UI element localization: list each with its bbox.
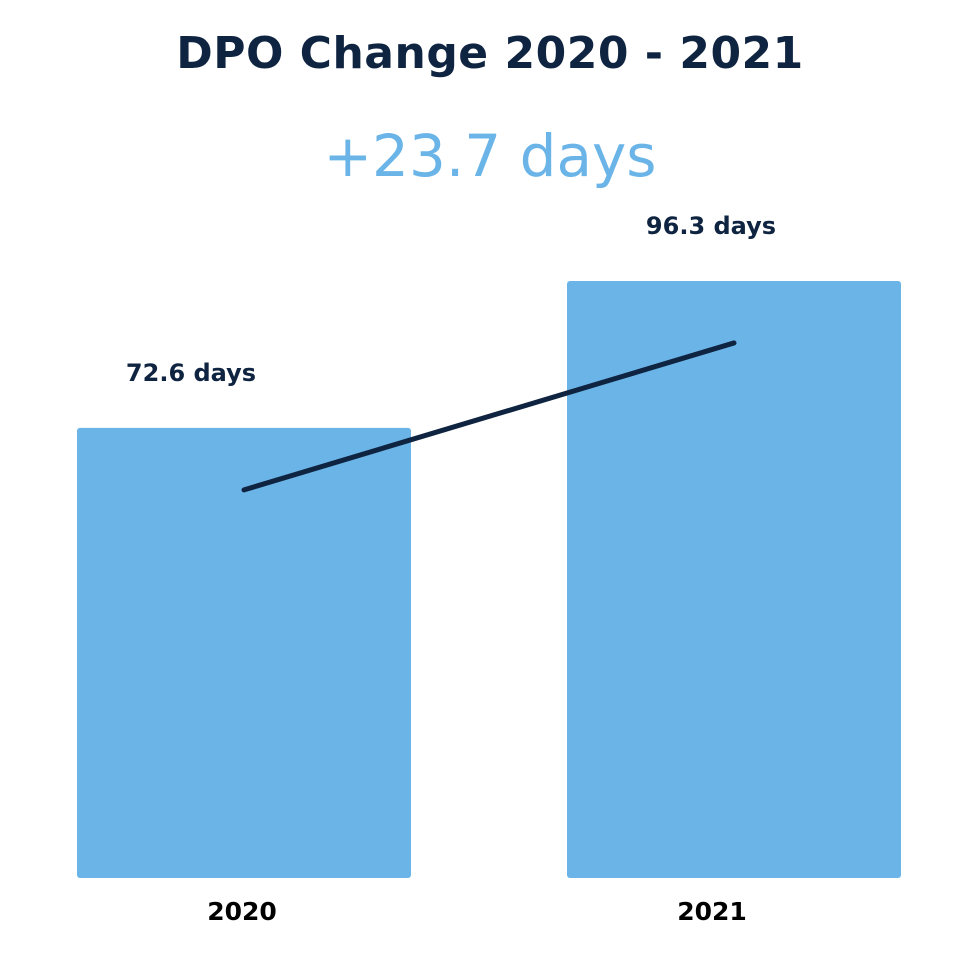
data-label-2021: 96.3 days xyxy=(646,212,776,240)
bar-2020 xyxy=(77,427,411,878)
chart-title: DPO Change 2020 - 2021 xyxy=(176,28,804,79)
category-label-2021: 2021 xyxy=(677,897,747,926)
data-label-2020: 72.6 days xyxy=(126,359,256,387)
category-label-2020: 2020 xyxy=(207,897,277,926)
chart-subtitle: +23.7 days xyxy=(323,122,657,190)
trend-line xyxy=(241,340,737,493)
bar-2021 xyxy=(567,280,901,878)
